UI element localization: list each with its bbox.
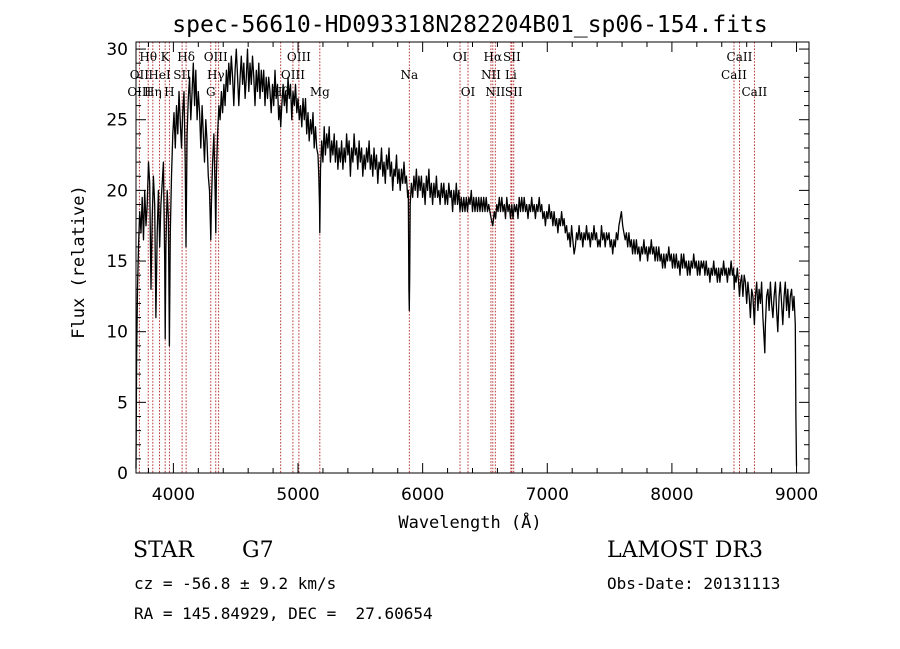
x-tick-label: 4000: [152, 485, 195, 505]
line-label: NII: [485, 85, 505, 99]
redshift: cz = -56.8 ± 9.2 km/s: [134, 574, 337, 593]
line-label: Hθ: [139, 50, 157, 64]
coordinates: RA = 145.84929, DEC = 27.60654: [134, 604, 433, 623]
line-label: Hδ: [177, 50, 195, 64]
y-tick-label: 25: [106, 111, 128, 131]
line-label: G: [206, 85, 216, 99]
y-tick-label: 15: [106, 252, 128, 272]
line-label: Mg: [310, 85, 330, 99]
line-label: Na: [400, 68, 418, 82]
line-label: OII: [130, 68, 150, 82]
line-label: H: [164, 85, 174, 99]
y-tick-label: 10: [106, 323, 128, 343]
line-label: Li: [505, 68, 517, 82]
line-label: SII: [505, 85, 523, 99]
line-label: SII: [503, 50, 521, 64]
line-label: HeI: [148, 68, 171, 82]
plot-frame: [135, 41, 810, 474]
y-tick-label: 20: [106, 181, 128, 201]
line-label: CaII: [727, 50, 753, 64]
line-label: SII: [173, 68, 191, 82]
x-tick-label: 6000: [401, 485, 444, 505]
y-tick-label: 30: [106, 40, 128, 60]
line-label: OIII: [127, 85, 151, 99]
y-axis: 0 5 10 15 20 25 30: [106, 40, 809, 484]
line-label: OI: [453, 50, 468, 64]
line-label: Hγ: [207, 68, 225, 82]
y-tick-label: 5: [117, 393, 128, 413]
chart-title: spec-56610-HD093318N282204B01_sp06-154.f…: [172, 12, 767, 38]
subclass: G7: [242, 538, 274, 563]
object-class: STAR: [133, 538, 194, 563]
marker-lines: [138, 42, 755, 473]
line-label: K: [161, 50, 171, 64]
spectrum-line: [135, 48, 798, 469]
line-label: CaII: [721, 68, 747, 82]
x-axis: 4000 5000 6000 7000 8000 9000: [147, 42, 818, 505]
line-label: OIII: [204, 50, 228, 64]
x-tick-label: 7000: [526, 485, 569, 505]
survey-name: LAMOST DR3: [607, 538, 763, 563]
line-label: Hη: [144, 85, 162, 99]
x-axis-label: Wavelength (Å): [398, 511, 541, 533]
y-axis-label: Flux (relative): [69, 185, 89, 339]
line-label: Hα: [484, 50, 503, 64]
x-tick-label: 5000: [276, 485, 319, 505]
line-label: CaII: [741, 85, 767, 99]
line-label: OIII: [287, 50, 311, 64]
y-tick-label: 0: [117, 464, 128, 484]
line-label: NII: [481, 68, 501, 82]
x-tick-label: 9000: [775, 485, 818, 505]
x-tick-label: 8000: [650, 485, 693, 505]
line-label: OIII: [281, 68, 305, 82]
line-label: OI: [461, 85, 476, 99]
obs-date: Obs-Date: 20131113: [607, 574, 781, 593]
